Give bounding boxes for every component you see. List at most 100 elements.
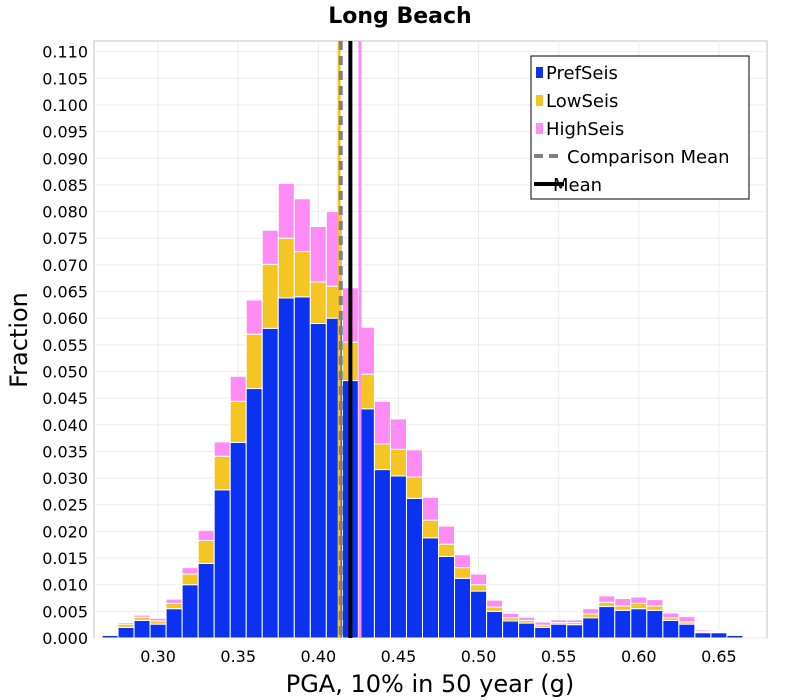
bar-prefseis	[486, 610, 504, 639]
bar-lowseis	[309, 281, 327, 325]
legend-swatch-highseis	[536, 123, 543, 134]
bar-lowseis	[582, 613, 600, 619]
bar-highseis	[357, 326, 375, 375]
y-tick-label: 0.070	[42, 256, 88, 275]
bar-highseis	[630, 596, 648, 604]
bar-prefseis	[421, 537, 440, 639]
bar-highseis	[421, 496, 440, 521]
y-tick-label: 0.065	[42, 283, 88, 302]
bar-highseis	[726, 633, 744, 636]
bar-prefseis	[502, 620, 520, 639]
x-tick-label: 0.45	[381, 647, 417, 666]
bar-lowseis	[486, 606, 504, 612]
bar-highseis	[470, 573, 488, 586]
bar-prefseis	[630, 608, 648, 639]
x-axis-ticks: 0.30 0.35 0.40 0.45 0.50 0.55 0.60 0.65	[140, 647, 736, 666]
bar-prefseis	[518, 622, 536, 639]
bar-prefseis	[710, 632, 728, 639]
y-tick-label: 0.030	[42, 469, 88, 488]
bar-highseis	[598, 595, 616, 603]
y-tick-label: 0.055	[42, 336, 88, 355]
legend-swatch-lowseis	[536, 95, 543, 106]
y-tick-label: 0.075	[42, 229, 88, 248]
bar-highseis	[405, 449, 423, 478]
bar-prefseis	[261, 327, 279, 639]
bar-highseis	[309, 225, 327, 283]
bar-prefseis	[373, 469, 391, 639]
bar-prefseis	[534, 626, 552, 639]
y-tick-label: 0.050	[42, 362, 88, 381]
y-tick-label: 0.095	[42, 123, 88, 142]
bar-prefseis	[149, 623, 167, 639]
bar-lowseis	[389, 448, 407, 477]
bar-lowseis	[261, 263, 279, 329]
y-axis-label: Fraction	[5, 292, 33, 388]
bar-lowseis	[181, 573, 199, 586]
y-tick-label: 0.100	[42, 96, 88, 115]
bar-prefseis	[614, 609, 632, 639]
bar-prefseis	[454, 577, 472, 639]
y-tick-label: 0.080	[42, 203, 88, 222]
bar-prefseis	[197, 562, 215, 639]
bar-prefseis	[117, 626, 135, 639]
bar-lowseis	[421, 519, 440, 539]
bar-lowseis	[454, 567, 472, 579]
bar-lowseis	[373, 443, 391, 471]
bar-prefseis	[582, 617, 600, 639]
bar-lowseis	[438, 543, 456, 557]
bar-highseis	[502, 612, 520, 619]
bar-highseis	[438, 525, 456, 545]
bar-highseis	[133, 614, 151, 618]
bar-prefseis	[165, 608, 183, 639]
bar-prefseis	[598, 606, 616, 639]
bar-prefseis	[213, 489, 231, 639]
bar-lowseis	[598, 601, 616, 608]
bar-prefseis	[309, 323, 327, 639]
y-tick-label: 0.085	[42, 176, 88, 195]
bar-prefseis	[566, 624, 584, 639]
bar-highseis	[117, 622, 135, 625]
bar-highseis	[373, 400, 391, 445]
x-axis-label: PGA, 10% in 50 year (g)	[286, 670, 575, 698]
bar-prefseis	[405, 497, 423, 639]
bar-prefseis	[678, 623, 696, 639]
y-tick-label: 0.035	[42, 442, 88, 461]
legend-label: HighSeis	[546, 119, 624, 140]
bar-lowseis	[165, 602, 183, 610]
bar-prefseis	[646, 609, 664, 639]
bar-highseis	[614, 598, 632, 607]
y-tick-label: 0.060	[42, 309, 88, 328]
bar-prefseis	[277, 297, 295, 639]
bar-lowseis	[614, 605, 632, 611]
bar-lowseis	[197, 539, 215, 564]
y-tick-label: 0.020	[42, 522, 88, 541]
bar-lowseis	[405, 476, 423, 499]
y-tick-label: 0.015	[42, 549, 88, 568]
mean-lines-group	[337, 41, 362, 638]
bar-prefseis	[245, 388, 263, 639]
bar-highseis	[389, 418, 407, 450]
legend-label: PrefSeis	[546, 63, 618, 84]
bar-highseis	[534, 621, 552, 626]
x-tick-label: 0.60	[621, 647, 657, 666]
bar-highseis	[486, 599, 504, 608]
x-tick-label: 0.30	[140, 647, 176, 666]
bar-highseis	[213, 441, 231, 457]
y-tick-label: 0.000	[42, 629, 88, 648]
bar-lowseis	[213, 455, 231, 491]
y-tick-label: 0.025	[42, 496, 88, 515]
legend-label: Mean	[553, 175, 602, 196]
bar-lowseis	[470, 584, 488, 592]
bar-lowseis	[277, 237, 295, 299]
bar-lowseis	[646, 605, 664, 611]
bar-prefseis	[662, 619, 680, 639]
bar-highseis	[694, 629, 712, 633]
bar-highseis	[454, 554, 472, 569]
chart-title: Long Beach	[328, 4, 471, 29]
bar-highseis	[181, 567, 199, 575]
bar-highseis	[566, 619, 584, 624]
bar-highseis	[229, 375, 247, 402]
bar-highseis	[662, 612, 680, 619]
legend-swatch-prefseis	[536, 67, 543, 78]
